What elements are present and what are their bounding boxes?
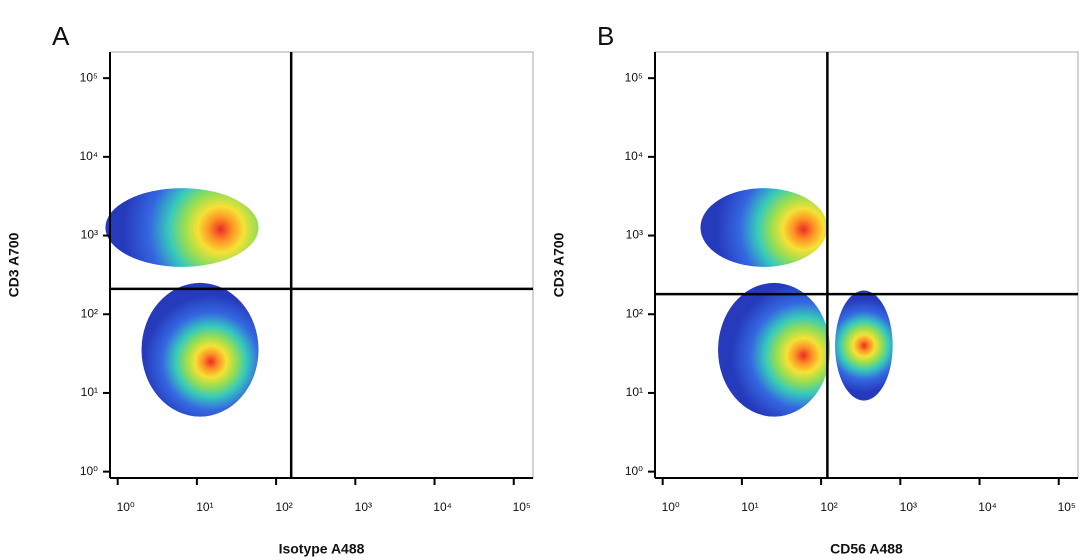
panel-letter: A (52, 21, 70, 51)
cell-population (105, 188, 259, 267)
plot-frame (654, 51, 1079, 479)
y-tick-label: 10⁴ (624, 149, 643, 163)
x-tick-label: 10⁵ (1058, 500, 1076, 514)
x-tick-label: 10² (820, 500, 837, 514)
y-tick-label: 10³ (81, 228, 98, 242)
y-axis-label: CD3 A700 (551, 232, 567, 297)
x-axis-label: CD56 A488 (830, 541, 903, 557)
panel-letter: B (597, 21, 614, 51)
y-tick-label: 10¹ (626, 385, 643, 399)
y-tick-label: 10⁵ (625, 70, 643, 84)
y-tick-label: 10⁰ (80, 464, 98, 478)
y-tick-label: 10⁴ (79, 149, 98, 163)
y-tick-label: 10⁰ (625, 464, 643, 478)
y-tick-label: 10³ (626, 228, 643, 242)
y-tick-label: 10¹ (81, 385, 98, 399)
y-tick-label: 10⁵ (80, 70, 98, 84)
x-tick-label: 10¹ (196, 500, 213, 514)
cell-population (718, 282, 831, 417)
cell-population (700, 188, 828, 267)
x-tick-label: 10⁰ (117, 500, 135, 514)
x-axis-label: Isotype A488 (279, 541, 365, 557)
x-tick-label: 10⁴ (978, 500, 997, 514)
y-tick-label: 10² (626, 306, 643, 320)
x-tick-label: 10⁴ (433, 500, 452, 514)
x-tick-label: 10⁰ (662, 500, 680, 514)
x-tick-label: 10⁵ (513, 500, 531, 514)
x-tick-label: 10³ (355, 500, 372, 514)
y-tick-label: 10² (81, 306, 98, 320)
x-tick-label: 10² (275, 500, 292, 514)
x-tick-label: 10¹ (741, 500, 758, 514)
cell-population (141, 282, 259, 417)
cell-population (835, 290, 893, 401)
y-axis-label: CD3 A700 (6, 232, 22, 297)
x-tick-label: 10³ (900, 500, 917, 514)
